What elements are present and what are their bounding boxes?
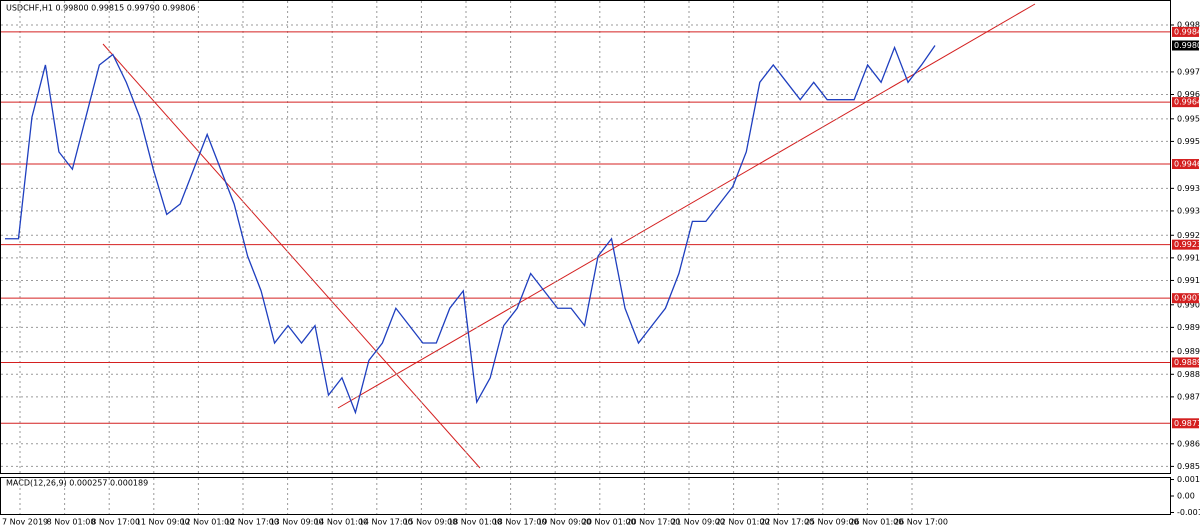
x-tick-label: 22 Nov 01:00: [716, 518, 770, 527]
level-tag: [1172, 293, 1199, 304]
level-label: 0.98894: [1174, 358, 1200, 367]
level-label: 0.99465: [1174, 160, 1200, 169]
y-tick-label: 0.99865: [1177, 20, 1200, 29]
x-tick-label: 15 Nov 09:00: [403, 518, 457, 527]
x-tick-label: 14 Nov 01:00: [314, 518, 368, 527]
x-tick-label: 26 Nov 01:00: [849, 518, 903, 527]
y-tick-label: 0.99665: [1177, 90, 1200, 99]
y-tick-label: 0.99330: [1177, 206, 1200, 215]
chart-title: USDCHF,H1 0.99800 0.99815 0.99790 0.9980…: [6, 4, 195, 13]
price-tag: [1172, 40, 1199, 51]
macd-title: MACD(12,26,9) 0.000257 0.000189: [6, 479, 148, 488]
price-line: [5, 45, 936, 415]
y-tick-label: 0.98860: [1177, 370, 1200, 379]
x-tick-label: 11 Nov 09:00: [136, 518, 190, 527]
level-tag: [1172, 159, 1199, 170]
level-label: 0.99079: [1174, 294, 1200, 303]
x-tick-label: 12 Nov 01:00: [180, 518, 234, 527]
y-tick-label: 0.99260: [1177, 231, 1200, 240]
level-tag: [1172, 97, 1199, 108]
x-tick-label: 18 Nov 17:00: [493, 518, 547, 527]
y-tick-label: 0.99060: [1177, 300, 1200, 309]
x-tick-label: 25 Nov 09:00: [805, 518, 859, 527]
level-tag: [1172, 418, 1199, 429]
y-tick-label: 0.98595: [1177, 462, 1200, 471]
y-tick-label: 0.98795: [1177, 392, 1200, 401]
y-tick-label: 0.99130: [1177, 276, 1200, 285]
x-tick-label: 19 Nov 09:00: [537, 518, 591, 527]
x-tick-label: 14 Nov 17:00: [359, 518, 413, 527]
x-tick-label: 20 Nov 01:00: [582, 518, 636, 527]
y-tick-label: 0.99395: [1177, 184, 1200, 193]
level-tag: [1172, 239, 1199, 250]
level-label: 0.98719: [1174, 419, 1200, 428]
level-tag: [1172, 26, 1199, 37]
x-tick-label: 7 Nov 2019: [2, 518, 48, 527]
x-tick-label: 12 Nov 17:00: [225, 518, 279, 527]
x-tick-label: 22 Nov 17:00: [760, 518, 814, 527]
macd-frame: [0, 477, 1171, 515]
y-tick-label: 0.99730: [1177, 67, 1200, 76]
x-tick-label: 20 Nov 17:00: [626, 518, 680, 527]
level-label: 0.99845: [1174, 27, 1200, 36]
y-tick-label: 0.99595: [1177, 114, 1200, 123]
level-label: 0.99233: [1174, 240, 1200, 249]
y-tick-label: 0.99530: [1177, 137, 1200, 146]
macd-tick-label: 0.00: [1177, 492, 1195, 501]
y-tick-label: 0.98925: [1177, 347, 1200, 356]
x-tick-label: 8 Nov 01:00: [47, 518, 96, 527]
y-tick-label: 0.98660: [1177, 439, 1200, 448]
x-tick-label: 18 Nov 01:00: [448, 518, 502, 527]
plot-frame: [0, 0, 1171, 474]
x-tick-label: 13 Nov 09:00: [270, 518, 324, 527]
macd-tick-label: 0.001465: [1177, 475, 1200, 484]
macd-tick-label: -0.001465: [1177, 508, 1200, 517]
price-label: 0.99806: [1174, 41, 1200, 50]
level-label: 0.99643: [1174, 98, 1200, 107]
x-tick-label: 21 Nov 09:00: [671, 518, 725, 527]
x-tick-label: 26 Nov 17:00: [894, 518, 948, 527]
y-tick-label: 0.99195: [1177, 253, 1200, 262]
y-tick-label: 0.98995: [1177, 323, 1200, 332]
x-tick-label: 8 Nov 17:00: [91, 518, 140, 527]
level-tag: [1172, 357, 1199, 368]
